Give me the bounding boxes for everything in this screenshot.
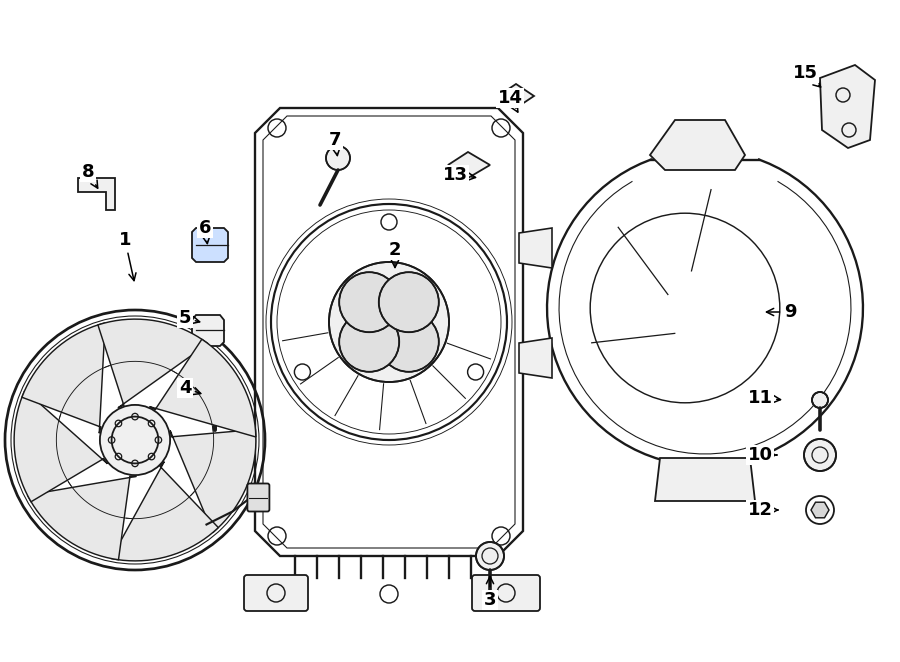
Polygon shape <box>820 65 875 148</box>
Polygon shape <box>498 84 534 108</box>
Text: 12: 12 <box>748 501 778 519</box>
Circle shape <box>804 439 836 471</box>
Circle shape <box>379 272 439 332</box>
Text: 13: 13 <box>443 166 475 184</box>
Polygon shape <box>111 461 219 561</box>
Text: 2: 2 <box>389 241 401 267</box>
Text: 10: 10 <box>748 446 777 464</box>
Text: 8: 8 <box>82 163 98 188</box>
Polygon shape <box>202 379 228 401</box>
Text: 4: 4 <box>179 379 201 397</box>
Circle shape <box>339 312 400 372</box>
Polygon shape <box>98 319 208 408</box>
Text: 11: 11 <box>748 389 780 407</box>
Circle shape <box>326 146 350 170</box>
Polygon shape <box>519 228 552 268</box>
Text: 7: 7 <box>328 131 341 156</box>
Polygon shape <box>811 502 829 518</box>
Text: 3: 3 <box>484 577 496 609</box>
Polygon shape <box>149 339 256 437</box>
Text: 14: 14 <box>498 89 523 112</box>
Polygon shape <box>14 391 107 502</box>
FancyBboxPatch shape <box>472 575 540 611</box>
Text: 5: 5 <box>179 309 200 327</box>
Text: 9: 9 <box>767 303 796 321</box>
Polygon shape <box>448 152 490 178</box>
Circle shape <box>329 262 449 382</box>
FancyBboxPatch shape <box>244 575 308 611</box>
Circle shape <box>379 312 439 372</box>
Text: 6: 6 <box>199 219 212 244</box>
Text: 15: 15 <box>793 64 821 87</box>
Polygon shape <box>519 338 552 378</box>
Polygon shape <box>170 430 256 533</box>
Text: 1: 1 <box>119 231 136 281</box>
Circle shape <box>476 542 504 570</box>
Polygon shape <box>650 120 745 170</box>
Circle shape <box>100 405 170 475</box>
Polygon shape <box>27 476 137 560</box>
FancyBboxPatch shape <box>248 483 269 512</box>
Polygon shape <box>22 323 105 433</box>
Polygon shape <box>255 108 523 556</box>
Polygon shape <box>78 178 115 210</box>
Circle shape <box>812 392 828 408</box>
Polygon shape <box>192 315 224 346</box>
Polygon shape <box>655 458 755 501</box>
Circle shape <box>339 272 400 332</box>
Polygon shape <box>192 228 228 262</box>
